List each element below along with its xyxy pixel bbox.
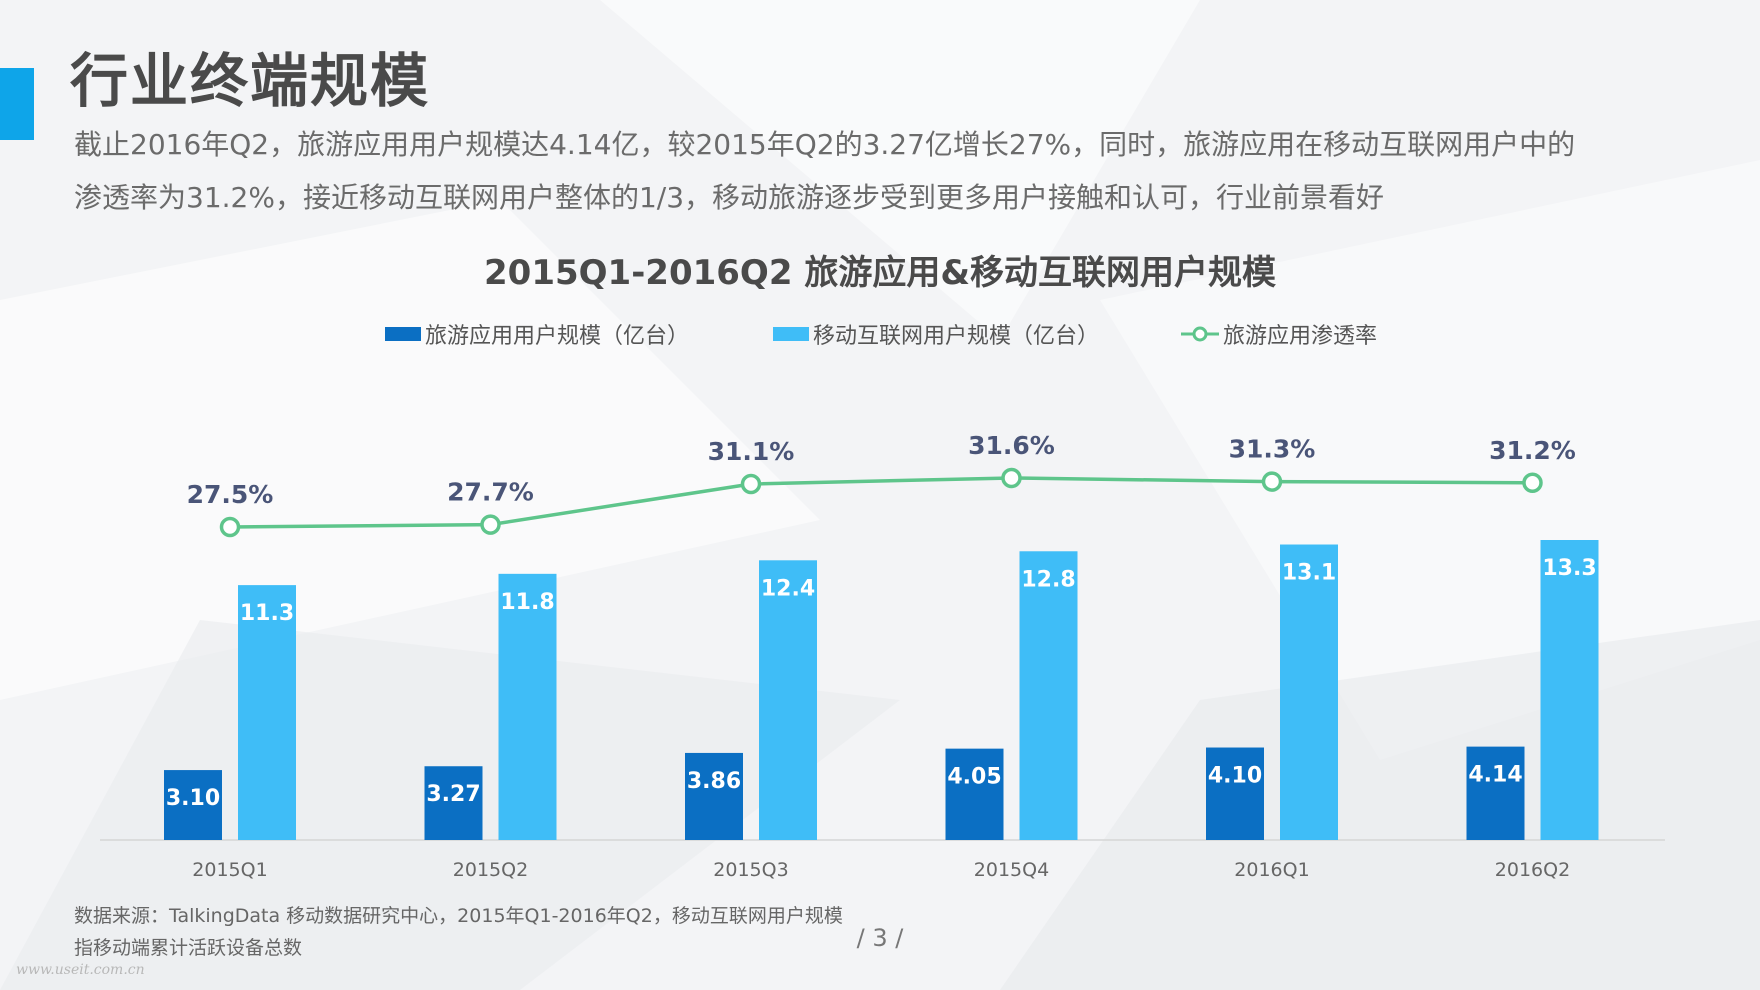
legend-item-travel-users: 旅游应用用户规模（亿台） <box>385 318 689 350</box>
x-tick-label-2016Q1: 2016Q1 <box>1234 859 1309 881</box>
bar-label-travel-2016Q2: 4.14 <box>1468 763 1522 788</box>
penetration-line <box>229 476 1533 529</box>
bar-label-travel-2015Q3: 3.86 <box>687 769 741 794</box>
penetration-point-2016Q2 <box>1522 472 1543 494</box>
legend-item-mobile-users: 移动互联网用户规模（亿台） <box>773 318 1099 350</box>
bar-travel-2015Q2 <box>424 766 483 840</box>
penetration-point-2015Q2 <box>480 514 501 535</box>
bar-mobile-2015Q3 <box>759 560 817 840</box>
legend-item-penetration: 旅游应用渗透率 <box>1181 318 1377 350</box>
penetration-label-2015Q1: 27.5% <box>187 480 274 509</box>
bar-travel-2016Q2 <box>1466 746 1525 840</box>
x-tick-label-2016Q2: 2016Q2 <box>1495 859 1570 881</box>
bar-travel-2015Q4 <box>945 748 1004 840</box>
penetration-point-2015Q1 <box>219 516 241 538</box>
penetration-point-2015Q4 <box>1001 467 1022 489</box>
watermark: www.useit.com.cn <box>16 962 145 978</box>
penetration-label-2016Q1: 31.3% <box>1229 435 1316 464</box>
page-title: 行业终端规模 <box>70 47 431 115</box>
penetration-label-2015Q4: 31.6% <box>968 431 1055 460</box>
bar-mobile-2015Q4 <box>1019 551 1078 840</box>
data-source: 数据来源：TalkingData 移动数据研究中心，2015年Q1-2016年Q… <box>74 900 843 964</box>
penetration-label-2015Q3: 31.1% <box>708 437 795 466</box>
chart-legend: 旅游应用用户规模（亿台） 移动互联网用户规模（亿台） 旅游应用渗透率 <box>0 318 1760 354</box>
x-tick-label-2015Q1: 2015Q1 <box>192 859 267 881</box>
penetration-label-2015Q2: 27.7% <box>447 478 534 507</box>
legend-line-icon <box>1181 326 1219 342</box>
bar-travel-2015Q1 <box>164 770 222 840</box>
bar-travel-2015Q3 <box>685 752 743 840</box>
x-tick-label-2015Q2: 2015Q2 <box>453 859 528 881</box>
bar-label-travel-2015Q4: 4.05 <box>947 765 1001 790</box>
penetration-point-2015Q3 <box>740 473 762 495</box>
bar-label-mobile-2016Q1: 13.1 <box>1282 561 1336 586</box>
x-tick-label-2015Q4: 2015Q4 <box>974 859 1049 881</box>
bar-mobile-2015Q2 <box>498 573 557 840</box>
description-line-2: 渗透率为31.2%，接近移动互联网用户整体的1/3，移动旅游逐步受到更多用户接触… <box>74 181 1385 214</box>
penetration-label-2016Q2: 31.2% <box>1489 436 1576 465</box>
legend-swatch-travel <box>385 327 421 341</box>
legend-label-penetration: 旅游应用渗透率 <box>1223 324 1378 349</box>
source-line-2: 指移动端累计活跃设备总数 <box>74 937 303 959</box>
description-line-1: 截止2016年Q2，旅游应用用户规模达4.14亿，较2015年Q2的3.27亿增… <box>74 128 1576 161</box>
bar-mobile-2016Q2 <box>1540 540 1599 840</box>
bar-label-mobile-2015Q2: 11.8 <box>500 590 554 615</box>
bar-label-travel-2015Q1: 3.10 <box>166 786 220 811</box>
bar-label-mobile-2015Q3: 12.4 <box>761 576 815 601</box>
chart-title: 2015Q1-2016Q2 旅游应用&移动互联网用户规模 <box>484 253 1276 293</box>
source-line-1: 数据来源：TalkingData 移动数据研究中心，2015年Q1-2016年Q… <box>74 905 843 927</box>
description: 截止2016年Q2，旅游应用用户规模达4.14亿，较2015年Q2的3.27亿增… <box>74 118 1714 224</box>
legend-label-travel: 旅游应用用户规模（亿台） <box>425 324 690 349</box>
bar-travel-2016Q1 <box>1206 747 1264 840</box>
bar-mobile-2015Q1 <box>238 585 296 840</box>
legend-swatch-mobile <box>773 327 809 341</box>
x-tick-label-2015Q3: 2015Q3 <box>713 859 788 881</box>
bar-label-mobile-2015Q1: 11.3 <box>240 601 294 626</box>
bar-mobile-2016Q1 <box>1280 544 1338 840</box>
bar-label-travel-2015Q2: 3.27 <box>426 782 480 807</box>
page-number: / 3 / <box>856 924 904 952</box>
bar-label-travel-2016Q1: 4.10 <box>1208 764 1262 789</box>
bar-label-mobile-2015Q4: 12.8 <box>1021 567 1075 592</box>
bar-label-mobile-2016Q2: 13.3 <box>1542 556 1596 581</box>
penetration-point-2016Q1 <box>1261 471 1283 492</box>
title-accent-bar <box>0 68 34 140</box>
legend-label-mobile: 移动互联网用户规模（亿台） <box>813 324 1100 349</box>
